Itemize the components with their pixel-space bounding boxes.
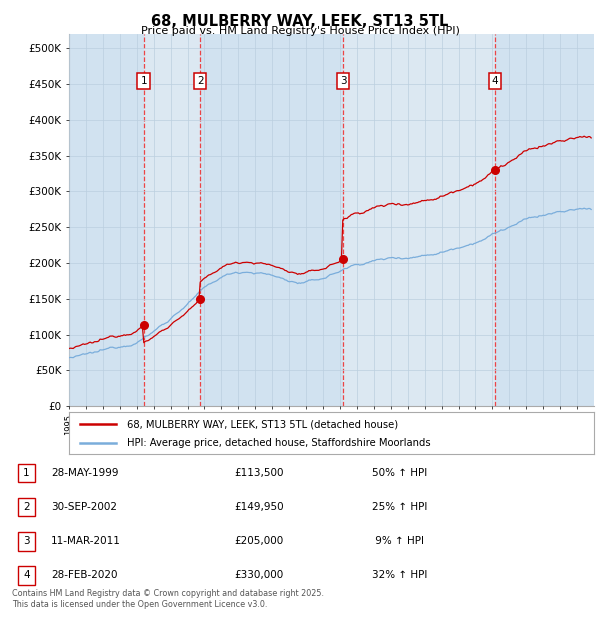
Text: 11-MAR-2011: 11-MAR-2011 — [51, 536, 121, 546]
Text: 4: 4 — [492, 76, 499, 86]
Text: £149,950: £149,950 — [234, 502, 284, 512]
Bar — [200, 34, 343, 406]
Text: 4: 4 — [23, 570, 30, 580]
Text: 50% ↑ HPI: 50% ↑ HPI — [372, 468, 427, 478]
Text: £113,500: £113,500 — [234, 468, 284, 478]
Text: 9% ↑ HPI: 9% ↑ HPI — [372, 536, 424, 546]
Bar — [495, 34, 594, 406]
Text: 3: 3 — [340, 76, 346, 86]
Text: 2: 2 — [197, 76, 203, 86]
Text: 30-SEP-2002: 30-SEP-2002 — [51, 502, 117, 512]
Text: HPI: Average price, detached house, Staffordshire Moorlands: HPI: Average price, detached house, Staf… — [127, 438, 430, 448]
Text: £205,000: £205,000 — [234, 536, 283, 546]
Text: 32% ↑ HPI: 32% ↑ HPI — [372, 570, 427, 580]
Text: 1: 1 — [23, 468, 30, 478]
Text: 28-MAY-1999: 28-MAY-1999 — [51, 468, 119, 478]
Text: 1: 1 — [140, 76, 147, 86]
Text: 68, MULBERRY WAY, LEEK, ST13 5TL (detached house): 68, MULBERRY WAY, LEEK, ST13 5TL (detach… — [127, 419, 398, 429]
Text: 28-FEB-2020: 28-FEB-2020 — [51, 570, 118, 580]
Bar — [69, 34, 143, 406]
Text: Price paid vs. HM Land Registry's House Price Index (HPI): Price paid vs. HM Land Registry's House … — [140, 26, 460, 36]
Text: 68, MULBERRY WAY, LEEK, ST13 5TL: 68, MULBERRY WAY, LEEK, ST13 5TL — [151, 14, 449, 29]
Text: 25% ↑ HPI: 25% ↑ HPI — [372, 502, 427, 512]
Text: 3: 3 — [23, 536, 30, 546]
Text: Contains HM Land Registry data © Crown copyright and database right 2025.
This d: Contains HM Land Registry data © Crown c… — [12, 590, 324, 609]
Text: 2: 2 — [23, 502, 30, 512]
Text: £330,000: £330,000 — [234, 570, 283, 580]
